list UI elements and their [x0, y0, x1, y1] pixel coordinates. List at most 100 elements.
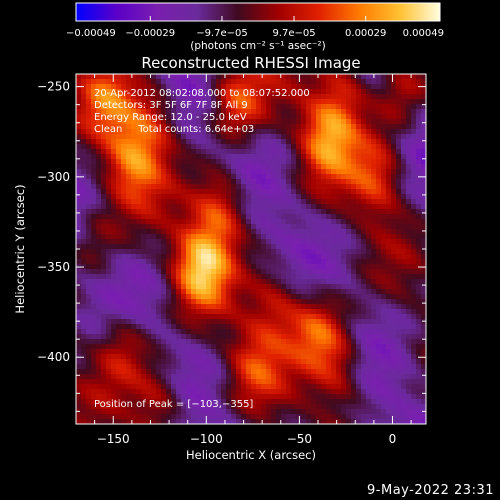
- heatmap-cell: [356, 394, 361, 399]
- heatmap-cell: [361, 239, 366, 244]
- heatmap-cell: [391, 179, 396, 184]
- heatmap-cell: [261, 389, 266, 394]
- heatmap-cell: [76, 204, 81, 209]
- heatmap-cell: [86, 184, 91, 189]
- heatmap-cell: [176, 179, 181, 184]
- heatmap-cell: [201, 154, 206, 159]
- heatmap-cell: [186, 329, 191, 334]
- heatmap-cell: [256, 149, 261, 154]
- heatmap-cell: [221, 159, 226, 164]
- heatmap-cell: [271, 404, 276, 409]
- heatmap-cell: [231, 234, 236, 239]
- heatmap-cell: [91, 169, 96, 174]
- heatmap-cell: [186, 379, 191, 384]
- heatmap-cell: [96, 74, 101, 79]
- heatmap-cell: [91, 294, 96, 299]
- heatmap-cell: [91, 329, 96, 334]
- heatmap-cell: [96, 354, 101, 359]
- heatmap-cell: [241, 259, 246, 264]
- heatmap-cell: [96, 344, 101, 349]
- heatmap-cell: [416, 299, 421, 304]
- heatmap-cell: [161, 134, 166, 139]
- heatmap-cell: [246, 289, 251, 294]
- heatmap-cell: [161, 414, 166, 419]
- heatmap-cell: [291, 344, 296, 349]
- heatmap-cell: [196, 284, 201, 289]
- heatmap-cell: [336, 109, 341, 114]
- heatmap-cell: [341, 199, 346, 204]
- heatmap-cell: [136, 204, 141, 209]
- heatmap-cell: [131, 319, 136, 324]
- heatmap-cell: [81, 179, 86, 184]
- heatmap-cell: [386, 364, 391, 369]
- heatmap-cell: [291, 349, 296, 354]
- heatmap-cell: [406, 374, 411, 379]
- heatmap-cell: [171, 149, 176, 154]
- heatmap-cell: [296, 279, 301, 284]
- heatmap-cell: [131, 264, 136, 269]
- heatmap-cell: [166, 109, 171, 114]
- heatmap-cell: [361, 89, 366, 94]
- heatmap-cell: [106, 99, 111, 104]
- heatmap-cell: [201, 309, 206, 314]
- heatmap-cell: [311, 384, 316, 389]
- heatmap-cell: [266, 184, 271, 189]
- heatmap-cell: [91, 269, 96, 274]
- heatmap-cell: [401, 164, 406, 169]
- heatmap-cell: [266, 319, 271, 324]
- heatmap-cell: [371, 389, 376, 394]
- heatmap-cell: [321, 184, 326, 189]
- heatmap-cell: [131, 294, 136, 299]
- heatmap-cell: [356, 109, 361, 114]
- heatmap-cell: [206, 299, 211, 304]
- heatmap-cell: [201, 399, 206, 404]
- heatmap-cell: [196, 144, 201, 149]
- heatmap-cell: [161, 179, 166, 184]
- heatmap-cell: [326, 244, 331, 249]
- heatmap-cell: [296, 339, 301, 344]
- heatmap-cell: [271, 179, 276, 184]
- heatmap-cell: [231, 134, 236, 139]
- heatmap-cell: [366, 414, 371, 419]
- heatmap-cell: [151, 314, 156, 319]
- heatmap-cell: [396, 374, 401, 379]
- heatmap-cell: [271, 334, 276, 339]
- heatmap-cell: [136, 184, 141, 189]
- heatmap-cell: [376, 314, 381, 319]
- heatmap-cell: [171, 404, 176, 409]
- heatmap-cell: [236, 394, 241, 399]
- heatmap-cell: [156, 349, 161, 354]
- heatmap-cell: [181, 84, 186, 89]
- heatmap-cell: [346, 84, 351, 89]
- heatmap-cell: [186, 99, 191, 104]
- heatmap-cell: [371, 299, 376, 304]
- heatmap-cell: [176, 399, 181, 404]
- heatmap-cell: [401, 279, 406, 284]
- heatmap-cell: [321, 229, 326, 234]
- heatmap-cell: [151, 169, 156, 174]
- heatmap-cell: [206, 144, 211, 149]
- heatmap-cell: [326, 209, 331, 214]
- heatmap-cell: [106, 94, 111, 99]
- heatmap-cell: [271, 159, 276, 164]
- heatmap-cell: [366, 379, 371, 384]
- heatmap-cell: [386, 254, 391, 259]
- heatmap-cell: [301, 374, 306, 379]
- heatmap-cell: [421, 194, 426, 199]
- heatmap-cell: [131, 124, 136, 129]
- heatmap-cell: [266, 189, 271, 194]
- heatmap-cell: [276, 344, 281, 349]
- heatmap-cell: [406, 129, 411, 134]
- heatmap-cell: [236, 154, 241, 159]
- heatmap-cell: [296, 214, 301, 219]
- heatmap-cell: [146, 184, 151, 189]
- heatmap-cell: [366, 229, 371, 234]
- heatmap-cell: [216, 239, 221, 244]
- heatmap-cell: [86, 74, 91, 79]
- heatmap-cell: [111, 349, 116, 354]
- heatmap-cell: [396, 404, 401, 409]
- heatmap-cell: [81, 149, 86, 154]
- heatmap-cell: [241, 209, 246, 214]
- heatmap-cell: [166, 224, 171, 229]
- heatmap-cell: [401, 339, 406, 344]
